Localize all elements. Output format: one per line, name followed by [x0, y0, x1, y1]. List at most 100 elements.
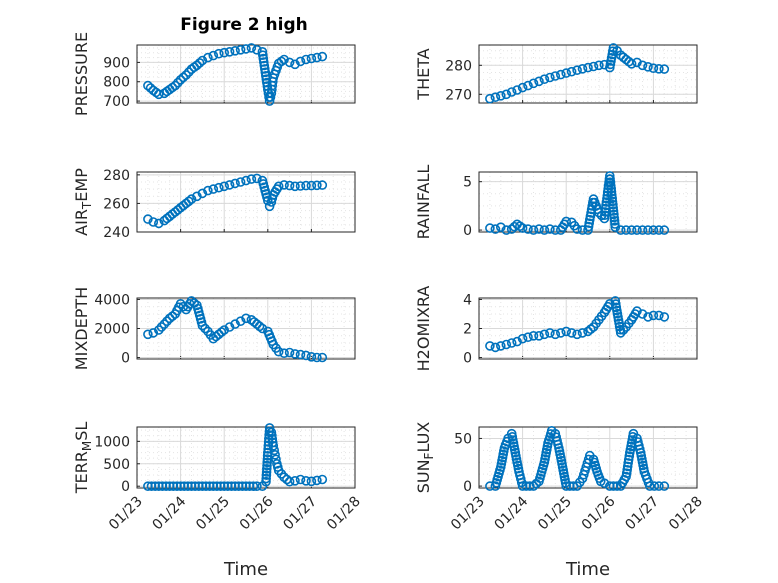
- data-point: [295, 349, 306, 360]
- data-point: [594, 207, 604, 218]
- data-point: [224, 46, 235, 57]
- data-point: [267, 434, 278, 444]
- data-point: [607, 196, 618, 207]
- data-point: [279, 348, 289, 359]
- data-point: [290, 349, 300, 359]
- data-point: [608, 199, 618, 210]
- data-point: [301, 475, 311, 486]
- data-point: [178, 72, 189, 83]
- data-point: [268, 440, 279, 451]
- data-point: [192, 191, 202, 202]
- data-point: [306, 476, 317, 487]
- data-point: [254, 321, 265, 332]
- x-axis-label: Time: [565, 559, 610, 580]
- data-point: [143, 329, 153, 340]
- data-point: [159, 319, 170, 329]
- data-point: [643, 62, 653, 72]
- data-point: [317, 180, 328, 190]
- data-point: [197, 320, 208, 331]
- data-point: [154, 325, 164, 335]
- x-tick-label: 01/26: [579, 493, 619, 533]
- data-point: [224, 180, 235, 190]
- data-point: [219, 181, 229, 192]
- data-point: [626, 225, 637, 235]
- x-tick-label: 01/28: [666, 494, 706, 534]
- data-point: [241, 313, 251, 324]
- data-point: [648, 63, 659, 73]
- data-point: [588, 61, 599, 72]
- data-point: [485, 341, 495, 351]
- y-tick-label: 2: [463, 322, 472, 338]
- data-point: [523, 224, 533, 234]
- data-point: [555, 69, 566, 80]
- data-point: [235, 177, 246, 187]
- data-point: [495, 341, 506, 351]
- y-tick-label: 0: [463, 479, 472, 495]
- data-point: [204, 481, 215, 492]
- data-point: [550, 329, 561, 340]
- y-axis-label: MIXDEPTH: [72, 287, 91, 370]
- data-point: [269, 445, 280, 456]
- data-point: [528, 225, 539, 235]
- data-point: [284, 57, 295, 68]
- subplot-3: 240 260 280 AIRTEMP: [72, 168, 356, 241]
- data-point: [561, 216, 572, 227]
- data-point: [585, 211, 596, 222]
- data-point: [648, 225, 659, 235]
- data-point: [495, 222, 506, 232]
- x-tick-label: 01/23: [448, 494, 488, 534]
- data-point: [599, 210, 610, 220]
- data-point: [623, 458, 634, 468]
- data-point: [637, 60, 648, 71]
- data-point: [246, 43, 257, 53]
- data-point: [626, 58, 637, 69]
- data-point: [257, 46, 268, 57]
- x-tick-label: 01/24: [150, 493, 190, 533]
- data-point: [257, 323, 268, 334]
- data-point: [659, 312, 670, 322]
- data-point: [312, 352, 322, 363]
- data-point: [609, 209, 619, 220]
- data-point: [583, 225, 593, 235]
- data-point: [154, 218, 164, 229]
- data-point: [306, 351, 317, 362]
- data-point: [637, 225, 648, 235]
- y-tick-label: 500: [103, 457, 130, 473]
- data-point: [262, 460, 272, 471]
- data-point: [485, 223, 495, 233]
- data-point: [235, 44, 246, 55]
- data-point: [572, 224, 582, 234]
- data-point: [654, 481, 664, 491]
- y-tick-label: 1000: [94, 434, 130, 450]
- data-point: [525, 481, 535, 491]
- y-tick-label: 700: [103, 94, 130, 110]
- data-point: [577, 64, 588, 74]
- data-point: [539, 225, 550, 235]
- axes-frame: [136, 297, 356, 360]
- data-point: [150, 481, 160, 492]
- data-point: [649, 481, 660, 491]
- data-point: [248, 481, 259, 492]
- data-point: [219, 47, 229, 58]
- data-point: [528, 330, 539, 341]
- data-point: [623, 454, 634, 465]
- data-point: [572, 65, 582, 75]
- data-point: [284, 476, 295, 487]
- data-point: [258, 53, 269, 64]
- data-point: [175, 75, 186, 85]
- data-point: [259, 64, 270, 74]
- data-point: [621, 468, 632, 479]
- data-point: [230, 178, 240, 189]
- y-tick-label: 2000: [94, 322, 130, 338]
- y-tick-label: 50: [454, 431, 472, 447]
- data-point: [258, 57, 269, 67]
- data-point: [194, 481, 204, 492]
- data-point: [643, 225, 653, 235]
- data-point: [584, 218, 595, 228]
- data-point: [172, 481, 182, 492]
- data-point: [186, 194, 197, 204]
- data-point: [301, 180, 311, 191]
- data-point: [485, 93, 495, 104]
